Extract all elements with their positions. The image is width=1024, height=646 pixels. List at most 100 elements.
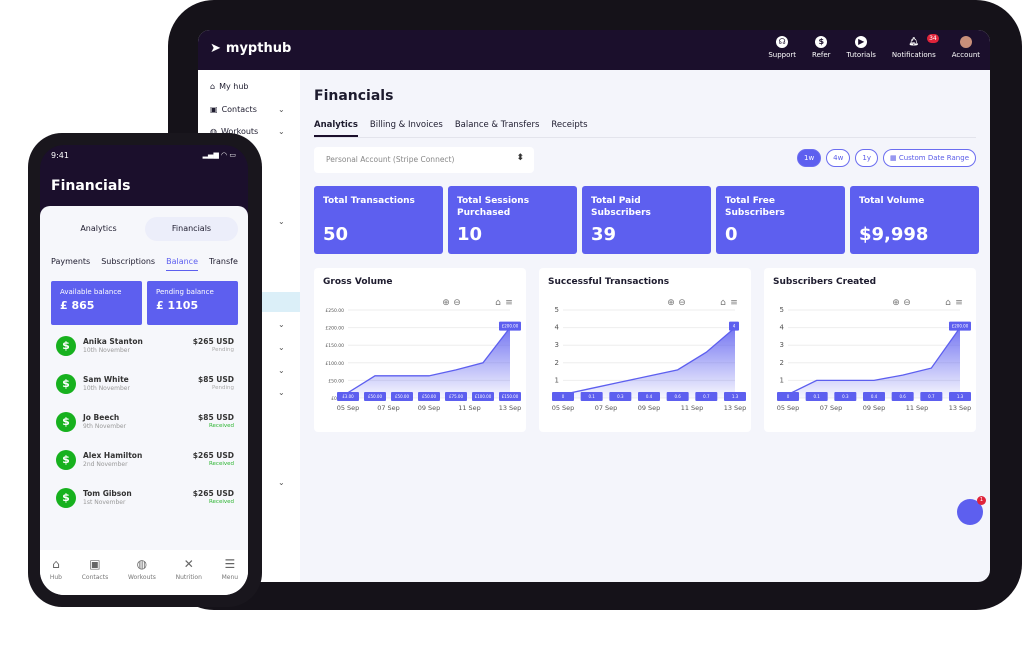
- zoom-out-icon[interactable]: ⊖: [678, 298, 686, 308]
- nav-hub[interactable]: ⌂ Hub: [50, 557, 62, 595]
- y-tick-label: 5: [780, 306, 784, 314]
- sidebar-item-workouts[interactable]: ◍ Workouts: [210, 127, 258, 136]
- range-4w-button[interactable]: 4w: [826, 149, 851, 167]
- home-icon[interactable]: ⌂: [495, 298, 501, 308]
- transaction-row[interactable]: $ Jo Beech 9th November $85 USD Received: [56, 412, 234, 440]
- x-tick-label: 07 Sep: [595, 404, 618, 412]
- segment-financials[interactable]: Financials: [145, 217, 238, 241]
- nav-label: Nutrition: [175, 574, 202, 581]
- chart-title: Gross Volume: [323, 277, 393, 287]
- chevron-down-icon[interactable]: ⌄: [278, 105, 285, 114]
- chat-button[interactable]: 1: [957, 496, 986, 525]
- nav-tutorials[interactable]: ▶ Tutorials: [847, 36, 876, 59]
- nav-nutrition[interactable]: ✕ Nutrition: [176, 557, 202, 595]
- point-label: 0: [787, 394, 790, 399]
- menu-icon[interactable]: ≡: [505, 298, 513, 308]
- nav-contacts[interactable]: ▣ Contacts: [82, 557, 108, 595]
- y-tick-label: 4: [780, 324, 785, 332]
- zoom-out-icon[interactable]: ⊖: [903, 298, 911, 308]
- transaction-name: Tom Gibson: [83, 489, 132, 498]
- transaction-status: Received: [208, 499, 234, 505]
- nav-workouts[interactable]: ◍ Workouts: [128, 557, 156, 595]
- nav-menu[interactable]: ☰ Menu: [222, 557, 238, 595]
- home-icon[interactable]: ⌂: [945, 298, 951, 308]
- dollar-icon: $: [56, 488, 76, 508]
- transaction-name: Anika Stanton: [83, 337, 143, 346]
- point-label-box: [445, 392, 467, 401]
- custom-range-label: Custom Date Range: [898, 154, 969, 162]
- nav-label: Support: [768, 51, 797, 59]
- x-tick-label: 09 Sep: [638, 404, 661, 412]
- nav-label: Tutorials: [846, 51, 876, 59]
- subtab-balance[interactable]: Balance: [166, 257, 198, 271]
- subtab-subscriptions[interactable]: Subscriptions: [101, 257, 156, 266]
- chart-title: Subscribers Created: [773, 277, 877, 287]
- play-icon: ▶: [855, 36, 868, 48]
- transaction-amount: $265 USD: [192, 451, 234, 460]
- signal-wifi-battery-icon: ▂▄▆ ◠ ▭: [202, 151, 236, 159]
- dollar-icon: $: [56, 336, 76, 356]
- transaction-row[interactable]: $ Sam White 10th November $85 USD Pending: [56, 374, 234, 402]
- nav-label: Workouts: [127, 574, 156, 581]
- dollar-icon: $: [56, 412, 76, 432]
- workout-icon: ◍: [210, 127, 217, 136]
- tab-receipts[interactable]: Receipts: [551, 120, 588, 130]
- x-tick-label: 07 Sep: [377, 404, 400, 412]
- transaction-row[interactable]: $ Tom Gibson 1st November $265 USD Received: [56, 488, 234, 516]
- range-1w-button[interactable]: 1w: [796, 149, 822, 167]
- chevron-down-icon[interactable]: ⌄: [278, 343, 285, 352]
- subtab-payments[interactable]: Payments: [51, 257, 91, 266]
- y-tick-label: £100.00: [325, 361, 344, 367]
- zoom-in-icon[interactable]: ⊕: [442, 298, 450, 308]
- transaction-row[interactable]: $ Alex Hamilton 2nd November $265 USD Receiv…: [56, 450, 234, 478]
- sidebar-active-item[interactable]: [260, 292, 300, 312]
- tab-analytics[interactable]: Analytics: [314, 120, 358, 137]
- subtab-transfers[interactable]: Transfe: [208, 257, 238, 266]
- account-select[interactable]: Personal Account (Stripe Connect) ⬍: [314, 147, 534, 173]
- chevron-down-icon[interactable]: ⌄: [278, 217, 285, 226]
- bell-icon: 🔔︎: [908, 37, 919, 46]
- x-tick-label: 13 Sep: [499, 404, 522, 412]
- menu-icon[interactable]: ≡: [955, 298, 963, 308]
- point-label-box: [609, 392, 632, 401]
- nav-refer[interactable]: $ Refer: [812, 36, 831, 59]
- contact-icon: ▣: [89, 557, 101, 571]
- range-1y-button[interactable]: 1y: [855, 149, 878, 167]
- phone-screen: 9:41 ▂▄▆ ◠ ▭ Financials Analytics Financ…: [40, 145, 248, 595]
- segment-analytics[interactable]: Analytics: [80, 224, 117, 233]
- balance-value: £ 865: [60, 299, 95, 312]
- sidebar-item-my-hub[interactable]: ⌂ My hub: [210, 82, 248, 91]
- y-tick-label: £50.00: [328, 378, 344, 384]
- transaction-row[interactable]: $ Anika Stanton 10th November $265 USD Pendi…: [56, 336, 234, 364]
- home-icon[interactable]: ⌂: [720, 298, 726, 308]
- menu-icon[interactable]: ≡: [730, 298, 738, 308]
- y-tick-label: £150.00: [325, 343, 344, 349]
- zoom-out-icon[interactable]: ⊖: [453, 298, 461, 308]
- nav-account[interactable]: Account: [952, 36, 980, 59]
- utensils-icon: ✕: [183, 557, 194, 571]
- stat-value: 10: [457, 224, 483, 245]
- logo[interactable]: ➤ mypthub: [210, 41, 291, 56]
- x-tick-label: 13 Sep: [949, 404, 972, 412]
- dollar-icon: $: [56, 450, 76, 470]
- sidebar-item-contacts[interactable]: ▣ Contacts: [210, 105, 257, 114]
- tab-balance-transfers[interactable]: Balance & Transfers: [454, 120, 540, 130]
- chevron-down-icon[interactable]: ⌄: [278, 388, 285, 397]
- account-select-value: Personal Account (Stripe Connect): [326, 155, 455, 164]
- zoom-in-icon[interactable]: ⊕: [667, 298, 675, 308]
- custom-date-range-button[interactable]: ▦ Custom Date Range: [882, 149, 976, 167]
- point-label: 0: [562, 394, 565, 399]
- chevron-down-icon[interactable]: ⌄: [278, 320, 285, 329]
- tab-billing-invoices[interactable]: Billing & Invoices: [369, 120, 443, 130]
- chevron-down-icon[interactable]: ⌄: [278, 366, 285, 375]
- nav-support[interactable]: ☊ Support: [768, 36, 796, 59]
- chevron-down-icon[interactable]: ⌄: [278, 127, 285, 136]
- y-tick-label: 4: [555, 324, 560, 332]
- stat-label: Total Transactions: [323, 196, 415, 206]
- nav-notifications[interactable]: 🔔︎ 34 Notifications: [892, 34, 939, 59]
- chevron-down-icon[interactable]: ⌄: [278, 478, 285, 487]
- point-label: 0.7: [703, 394, 710, 399]
- zoom-in-icon[interactable]: ⊕: [892, 298, 900, 308]
- avatar-icon: [959, 36, 972, 48]
- x-tick-label: 05 Sep: [337, 404, 360, 412]
